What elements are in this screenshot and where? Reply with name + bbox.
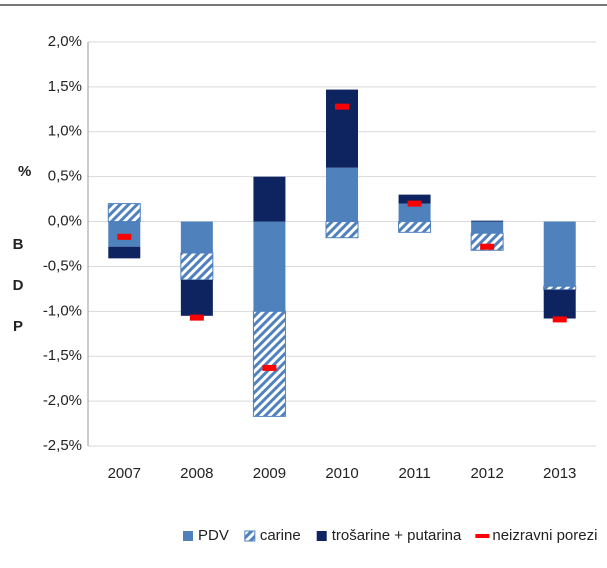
bar-segment [470,232,504,251]
total-marker [407,200,422,207]
y-tick-label: 0,5% [48,168,82,185]
total-marker [262,364,277,371]
x-tick-label: 2008 [180,465,213,482]
total-marker [117,233,132,240]
y-tick-label: -1,5% [43,347,82,364]
y-tick-label: -1,0% [43,302,82,319]
legend-swatch [316,531,327,541]
bar-segment [325,221,359,239]
y-axis-label-vertical: BDP [10,236,27,359]
bar-segment [252,310,286,417]
bar-segment [180,221,213,253]
bar-segment [180,279,213,316]
bar-segment [471,220,504,222]
bar-segment [180,252,214,281]
x-tick-label: 2010 [325,465,358,482]
x-tick-label: 2013 [543,465,576,482]
y-tick-label: 1,0% [48,123,82,140]
total-marker [480,243,495,250]
y-tick-label: -0,5% [43,257,82,274]
total-marker [189,314,204,321]
x-tick-label: 2011 [398,465,430,482]
bar-segment [471,221,504,234]
x-tick-label: 2007 [108,465,141,482]
legend-swatch [183,531,193,541]
bar-segment [543,285,577,291]
y-tick-label: 0,0% [48,213,82,230]
y-tick-label: -2,0% [43,392,82,409]
total-marker [335,103,349,110]
bar-segment [107,203,141,223]
bar-segment [326,167,358,222]
legend-label: carine [260,527,301,544]
bar-segment [253,221,286,312]
bar-segment [253,176,286,222]
bar-segment [543,289,576,319]
bar-segment [398,203,431,222]
x-tick-label: 2009 [253,465,286,482]
total-marker [552,316,567,323]
legend-label: trošarine + putarina [332,527,462,544]
legend-swatch [244,530,256,542]
bar-segment [326,89,358,168]
y-tick-label: 1,5% [48,78,82,95]
bar-segment [108,246,141,259]
y-tick-label: -2,5% [43,437,82,454]
bar-segment [543,221,576,287]
bar-segment [398,221,432,233]
legend-label: neizravni porezi [492,527,597,544]
y-tick-label: 2,0% [48,33,82,50]
y-axis-label: % [18,163,31,180]
legend-swatch [475,534,490,538]
legend-label: PDV [198,527,229,544]
bar-segment [398,194,431,204]
x-tick-label: 2012 [470,465,503,482]
